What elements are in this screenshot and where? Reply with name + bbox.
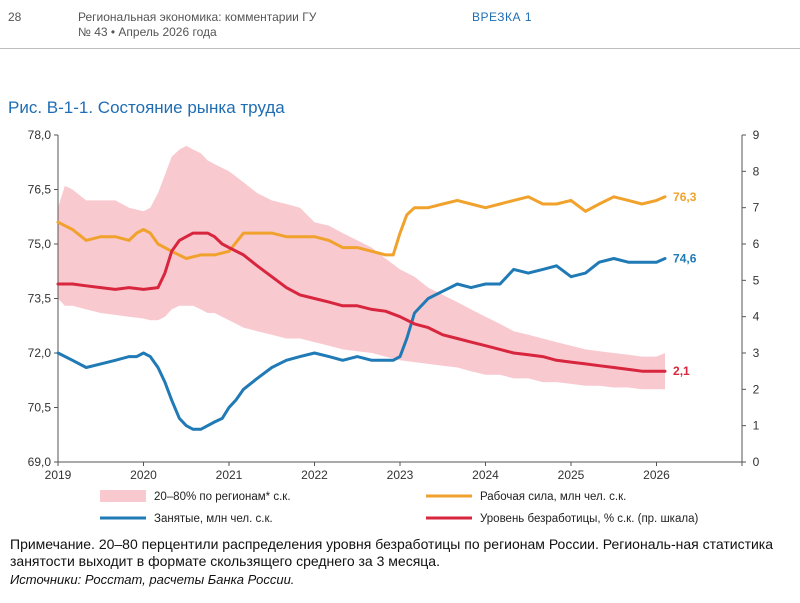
figure-note: Примечание. 20–80 перцентили распределен… xyxy=(10,536,774,569)
legend-label: Занятые, млн чел. с.к. xyxy=(154,513,273,525)
legend-band-swatch xyxy=(100,490,146,502)
labor-market-chart: 69,0 70,5 72,0 73,5 75,0 76,5 78,0 0 1 2 3 4 5 6 7 8 9 20… xyxy=(28,128,760,525)
section-label: ВРЕЗКА 1 xyxy=(472,10,532,24)
y-right-tick-label: 7 xyxy=(753,201,760,215)
y-left-tick-label: 76,5 xyxy=(28,183,52,197)
y-right-tick-label: 2 xyxy=(753,382,760,396)
y-right-tick-label: 8 xyxy=(753,164,760,178)
band-layer xyxy=(58,145,665,390)
x-tick-label: 2022 xyxy=(301,468,328,482)
y-left-tick-label: 72,0 xyxy=(28,346,52,360)
y-right-tick-label: 1 xyxy=(753,419,760,433)
publication-title: Региональная экономика: комментарии ГУ xyxy=(78,10,317,24)
page-number: 28 xyxy=(8,10,22,24)
x-tick-label: 2019 xyxy=(45,468,72,482)
x-tick-label: 2023 xyxy=(387,468,414,482)
series-layer xyxy=(56,195,667,431)
labor-force-line xyxy=(56,195,667,260)
y-right-tick-label: 0 xyxy=(753,455,760,469)
y-right-tick-label: 6 xyxy=(753,237,760,251)
y-right-tick-label: 9 xyxy=(753,128,760,142)
employed-end-label: 74,6 xyxy=(673,252,697,266)
x-tick-label: 2025 xyxy=(558,468,585,482)
y-left-tick-label: 69,0 xyxy=(28,455,52,469)
y-right-tick-label: 3 xyxy=(753,346,760,360)
end-labels-layer: 76,3 74,6 2,1 xyxy=(673,190,697,378)
y-left-tick-label: 70,5 xyxy=(28,401,52,415)
legend-label: Уровень безработицы, % с.к. (пр. шкала) xyxy=(480,513,698,525)
header-rule xyxy=(0,48,800,49)
y-right-tick-label: 5 xyxy=(753,273,760,287)
legend-label: Рабочая сила, млн чел. с.к. xyxy=(480,491,626,503)
x-tick-label: 2021 xyxy=(216,468,243,482)
labor-force-end-label: 76,3 xyxy=(673,190,697,204)
x-tick-label: 2020 xyxy=(130,468,157,482)
axes-layer: 69,0 70,5 72,0 73,5 75,0 76,5 78,0 0 1 2 3 4 5 6 7 8 9 20… xyxy=(28,128,760,482)
unemployment-end-label: 2,1 xyxy=(673,364,690,378)
y-left-tick-label: 78,0 xyxy=(28,128,52,142)
x-tick-label: 2026 xyxy=(643,468,670,482)
figure-sources: Источники: Росстат, расчеты Банка России… xyxy=(10,572,295,587)
legend: 20–80% по регионам* с.к. Рабочая сила, мл… xyxy=(100,490,698,525)
figure-title: Рис. В-1-1. Состояние рынка труда xyxy=(8,98,285,117)
y-left-tick-label: 75,0 xyxy=(28,237,52,251)
unemployment-line xyxy=(56,231,667,373)
legend-label: 20–80% по регионам* с.к. xyxy=(154,491,291,503)
page-header: 28 Региональная экономика: комментарии Г… xyxy=(0,8,800,49)
employed-line xyxy=(56,257,667,431)
y-right-tick-label: 4 xyxy=(753,310,760,324)
x-tick-label: 2024 xyxy=(472,468,499,482)
issue-line: № 43 • Апрель 2026 года xyxy=(78,25,217,39)
y-left-tick-label: 73,5 xyxy=(28,292,52,306)
band-20-80-area xyxy=(58,145,665,390)
